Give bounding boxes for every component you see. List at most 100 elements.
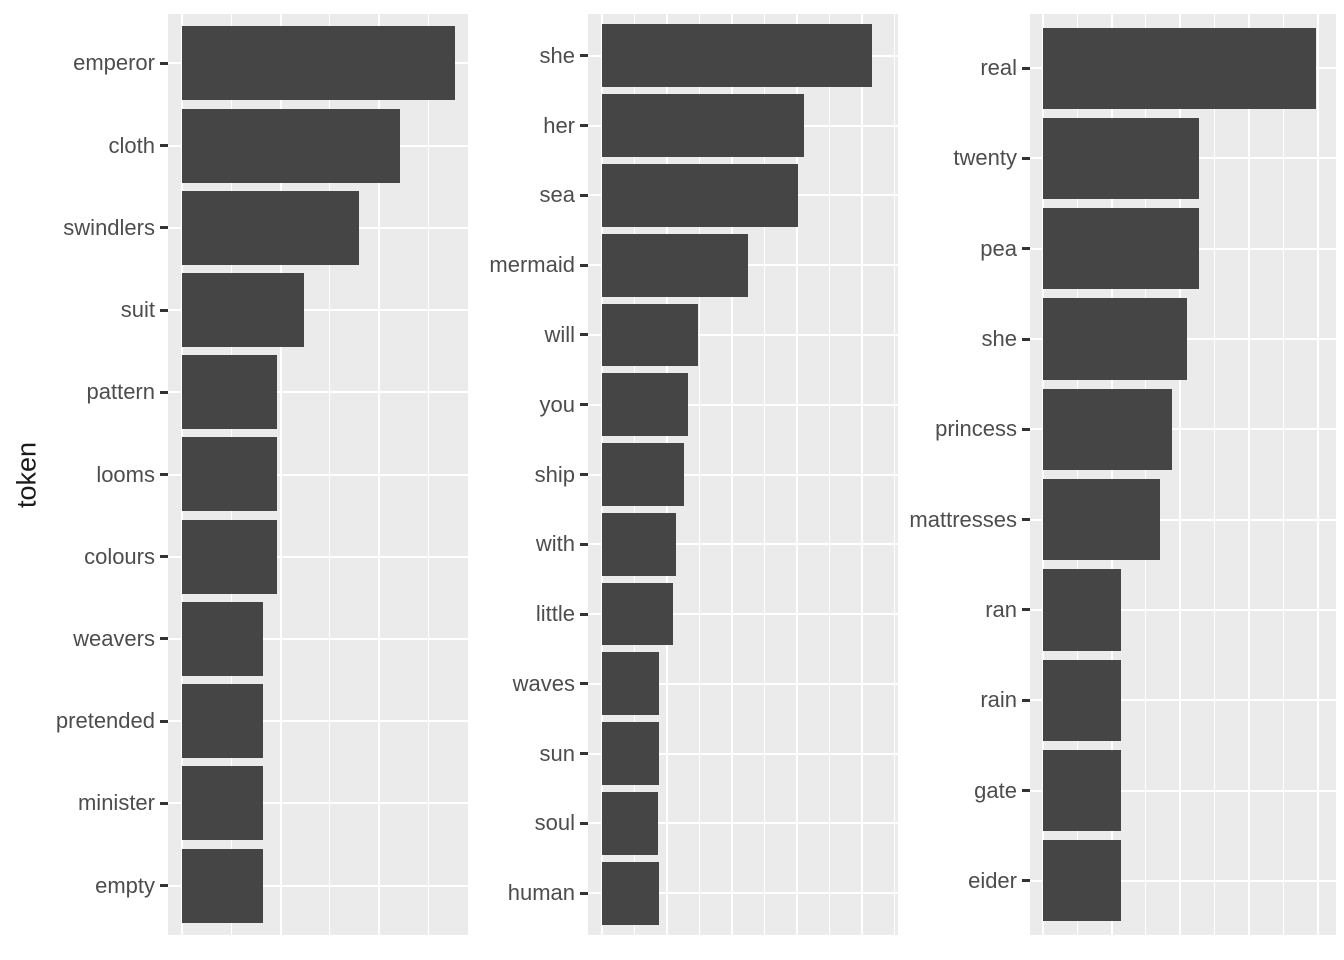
y-tick-mark xyxy=(1022,66,1030,70)
gridline-major-horizontal xyxy=(1030,699,1336,702)
gridline-major-horizontal xyxy=(1030,879,1336,882)
gridline-major-horizontal xyxy=(588,473,898,476)
gridline-major-horizontal xyxy=(168,884,468,887)
y-tick-label: sun xyxy=(539,740,575,766)
y-tick-mark xyxy=(160,226,168,230)
bar-panel-2-human xyxy=(601,861,659,925)
bar-panel-2-sea xyxy=(601,164,798,227)
y-tick-label: pattern xyxy=(86,379,156,405)
bar-panel-2-sun xyxy=(601,722,659,785)
y-tick-mark xyxy=(580,682,588,686)
gridline-major-horizontal xyxy=(168,473,468,476)
y-tick-label: emperor xyxy=(73,50,155,76)
bar-panel-2-will xyxy=(601,303,698,367)
y-tick-label: her xyxy=(543,112,575,138)
bar-panel-2-mermaid xyxy=(601,233,748,297)
facet-panel-3 xyxy=(1030,14,1336,935)
y-tick-label: waves xyxy=(512,670,575,696)
y-tick-label: colours xyxy=(84,543,155,569)
gridline-major-vertical xyxy=(1179,14,1182,935)
y-tick-label: mattresses xyxy=(909,506,1017,532)
bar-panel-2-little xyxy=(601,582,673,646)
y-tick-label: princess xyxy=(935,416,1017,442)
gridline-major-horizontal xyxy=(588,682,898,685)
bar-panel-1-minister xyxy=(182,766,263,841)
y-tick-mark xyxy=(160,473,168,476)
y-tick-label: real xyxy=(980,55,1017,81)
y-tick-label: rain xyxy=(980,687,1017,713)
y-tick-label: ran xyxy=(985,596,1017,622)
bar-panel-2-with xyxy=(601,512,676,576)
y-tick-mark xyxy=(1022,156,1030,160)
gridline-major-vertical xyxy=(1316,14,1319,935)
y-tick-mark xyxy=(1022,608,1030,612)
y-tick-mark xyxy=(160,884,168,888)
y-tick-mark xyxy=(1022,427,1030,431)
bar-panel-3-eider xyxy=(1042,840,1121,922)
bar-panel-1-cloth xyxy=(182,108,400,183)
gridline-major-vertical xyxy=(1041,14,1044,935)
y-tick-mark xyxy=(1022,337,1030,341)
y-tick-mark xyxy=(160,390,168,394)
y-tick-mark xyxy=(160,637,168,641)
gridline-major-horizontal xyxy=(1030,428,1336,431)
gridline-major-horizontal xyxy=(588,613,898,616)
y-tick-mark xyxy=(580,542,588,546)
gridline-major-vertical xyxy=(1110,14,1113,935)
y-tick-label: with xyxy=(535,531,575,557)
bar-panel-2-waves xyxy=(601,652,659,716)
bar-panel-1-colours xyxy=(182,519,277,594)
gridline-major-horizontal xyxy=(1030,608,1336,611)
gridline-minor-vertical xyxy=(1283,14,1284,935)
y-tick-label: you xyxy=(539,391,575,417)
y-tick-mark xyxy=(160,555,168,559)
bar-panel-2-she xyxy=(601,24,872,88)
facet-panel-1 xyxy=(168,14,468,935)
bar-panel-3-princess xyxy=(1042,388,1172,470)
gridline-major-horizontal xyxy=(588,333,898,336)
y-tick-label: looms xyxy=(96,461,155,487)
bar-panel-3-mattresses xyxy=(1042,479,1160,561)
y-tick-mark xyxy=(580,193,588,197)
y-tick-mark xyxy=(580,473,588,476)
gridline-major-horizontal xyxy=(168,637,468,640)
y-tick-label: empty xyxy=(95,872,155,898)
bar-panel-2-her xyxy=(601,94,804,158)
gridline-minor-vertical xyxy=(1214,14,1216,935)
y-tick-mark xyxy=(160,308,168,312)
y-tick-mark xyxy=(160,61,168,65)
y-tick-label: soul xyxy=(534,810,575,836)
y-tick-mark xyxy=(160,719,168,723)
bar-panel-1-suit xyxy=(182,273,304,348)
bar-panel-1-swindlers xyxy=(182,190,359,265)
bar-panel-3-gate xyxy=(1042,749,1121,832)
y-tick-mark xyxy=(160,801,168,805)
gridline-major-horizontal xyxy=(168,802,468,805)
gridline-major-horizontal xyxy=(168,555,468,558)
bar-panel-3-twenty xyxy=(1042,117,1199,200)
y-tick-label: sea xyxy=(539,182,575,208)
y-tick-mark xyxy=(1022,247,1030,251)
gridline-major-horizontal xyxy=(588,403,898,406)
y-tick-mark xyxy=(580,54,588,58)
y-tick-mark xyxy=(1022,879,1030,883)
bar-panel-3-pea xyxy=(1042,208,1199,290)
bar-panel-3-she xyxy=(1042,298,1187,380)
y-tick-mark xyxy=(580,263,588,267)
bar-panel-3-rain xyxy=(1042,659,1121,741)
bar-panel-1-pretended xyxy=(182,684,263,759)
y-tick-label: ship xyxy=(534,461,575,487)
bar-panel-2-soul xyxy=(601,791,658,855)
facet-panel-2 xyxy=(588,14,898,935)
y-tick-mark xyxy=(580,403,588,407)
gridline-minor-vertical xyxy=(1145,14,1147,935)
gridline-major-horizontal xyxy=(1030,518,1336,521)
gridline-major-horizontal xyxy=(588,892,898,895)
y-tick-label: twenty xyxy=(953,145,1017,171)
y-tick-label: human xyxy=(507,880,575,906)
y-tick-label: swindlers xyxy=(63,214,155,240)
y-tick-mark xyxy=(580,612,588,616)
gridline-major-horizontal xyxy=(588,752,898,755)
y-tick-label: eider xyxy=(968,867,1017,893)
